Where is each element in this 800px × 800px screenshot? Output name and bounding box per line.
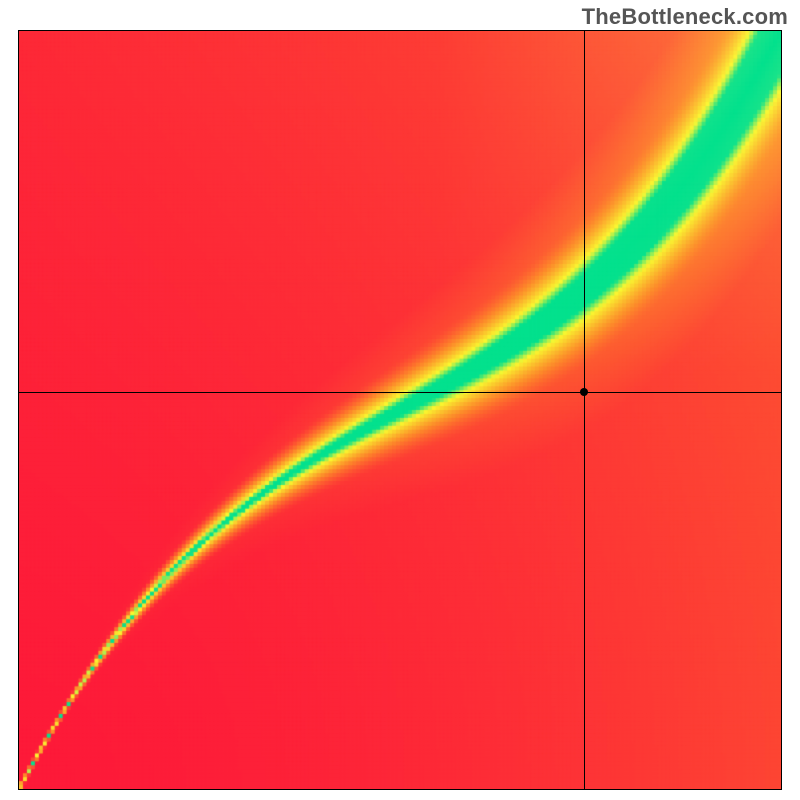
crosshair-horizontal (19, 392, 781, 393)
heatmap-canvas (19, 31, 781, 789)
crosshair-vertical (584, 31, 585, 789)
chart-container: TheBottleneck.com (0, 0, 800, 800)
watermark-text: TheBottleneck.com (582, 4, 788, 30)
heatmap-plot (18, 30, 782, 790)
